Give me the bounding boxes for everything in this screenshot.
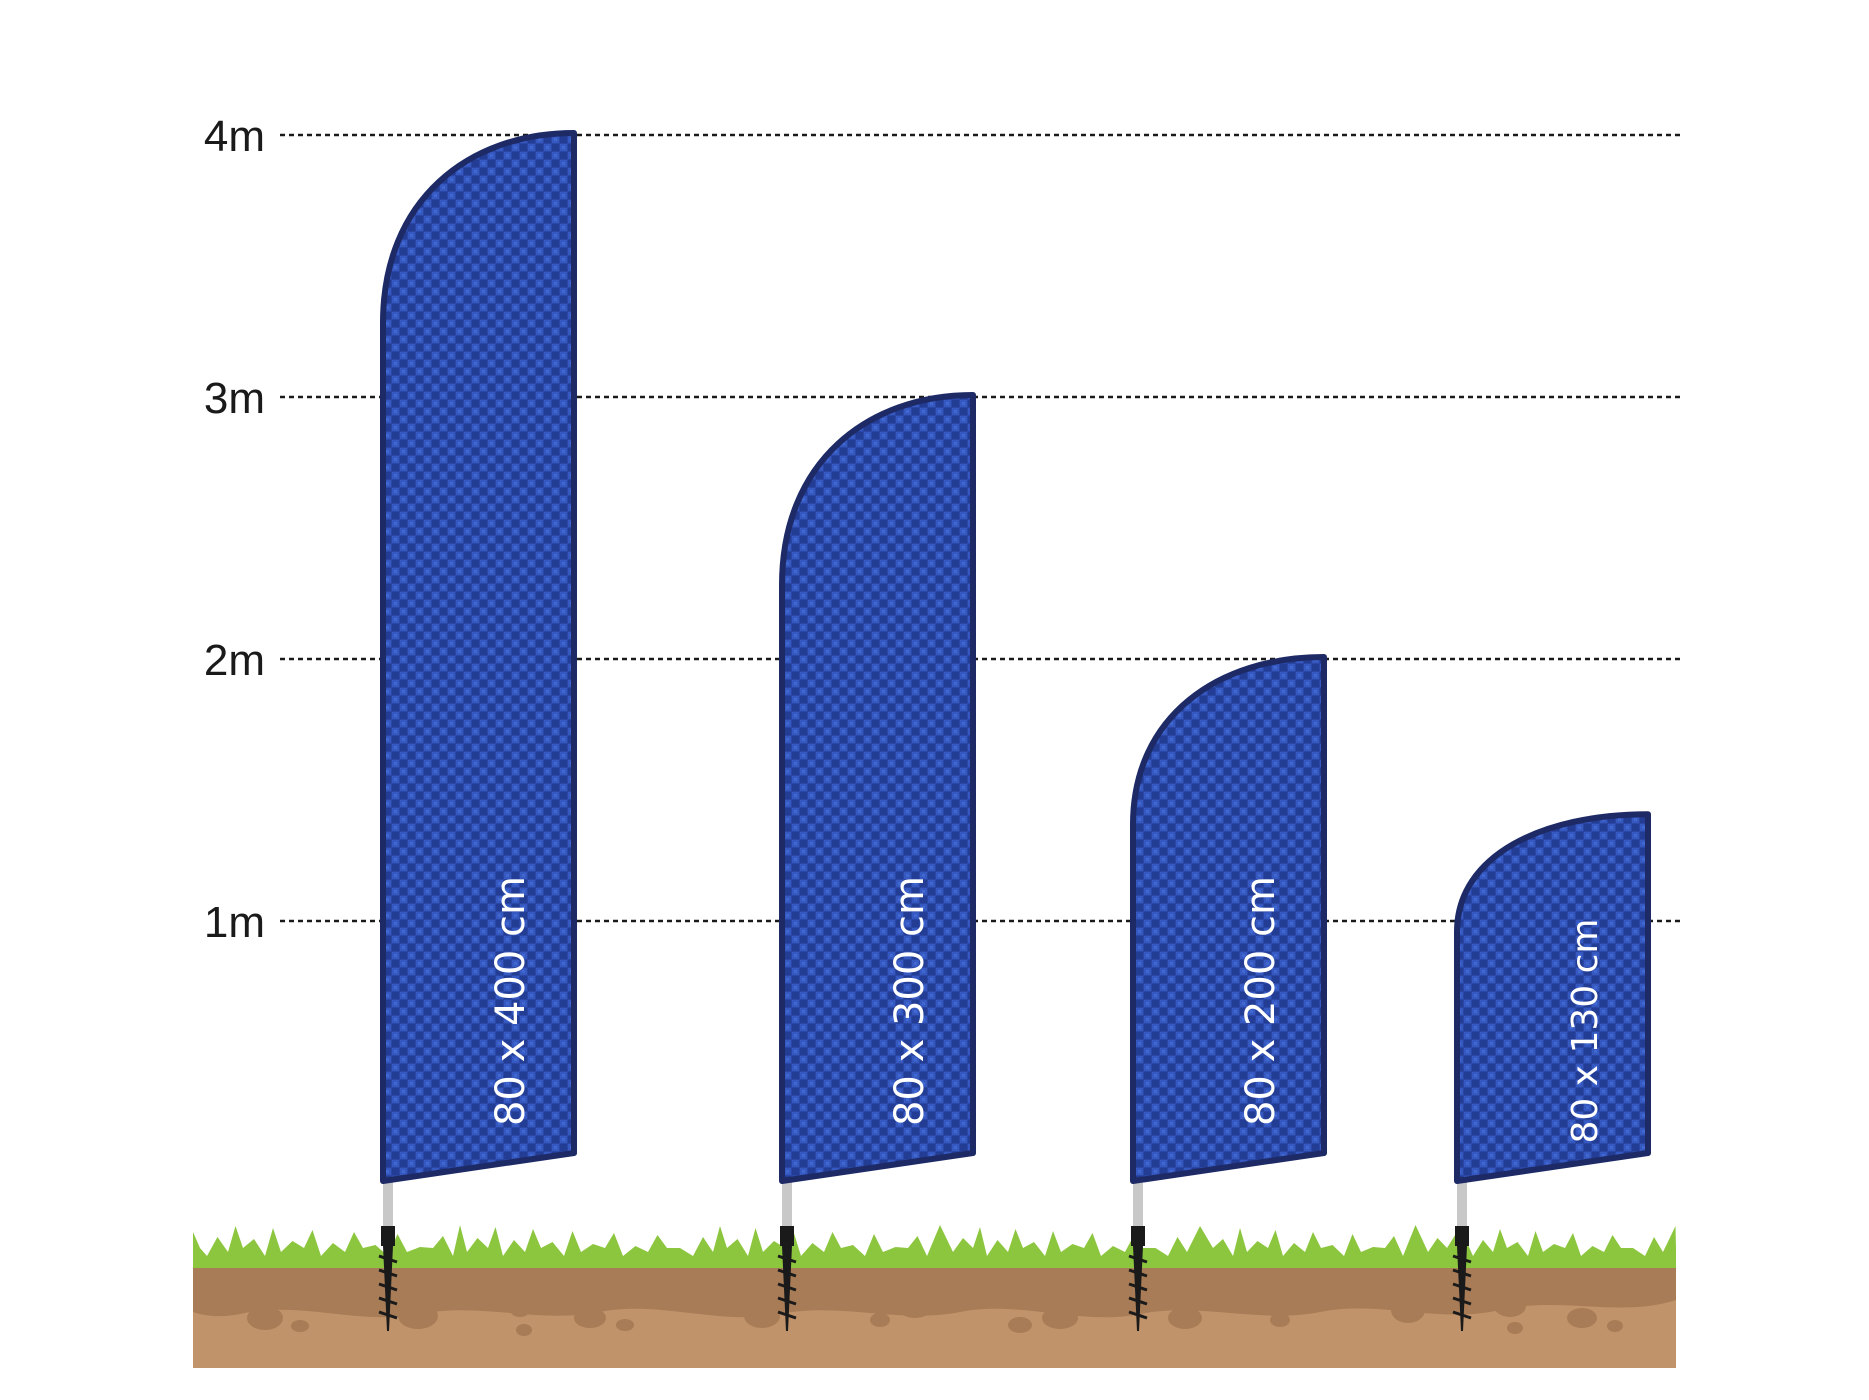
flag-pole — [782, 1181, 792, 1226]
flag-size-label: 80 x 130 cm — [1565, 918, 1606, 1143]
scale-label-1m: 1m — [204, 898, 265, 947]
flag-size-label: 80 x 200 cm — [1238, 876, 1284, 1126]
ground-spike — [1128, 1226, 1148, 1331]
ground-spike — [1452, 1226, 1472, 1331]
scale-label-2m: 2m — [204, 636, 265, 685]
flag-1: 80 x 400 cm — [378, 130, 577, 1331]
flag-banner — [380, 130, 577, 1184]
flag-3: 80 x 200 cm — [1128, 654, 1327, 1331]
ground-spike — [777, 1226, 797, 1331]
flag-2: 80 x 300 cm — [777, 392, 976, 1331]
grass — [193, 1225, 1676, 1268]
soil-top-band — [193, 1262, 1676, 1318]
flag-banner — [1454, 811, 1651, 1184]
scale-label-4m: 4m — [204, 112, 265, 161]
flag-pole — [1133, 1181, 1143, 1226]
ground-spike — [378, 1226, 398, 1331]
ground — [193, 1225, 1676, 1368]
flags: 80 x 400 cm 80 x 300 cm 80 x 200 cm 80 x 13… — [378, 130, 1651, 1331]
flag-size-label: 80 x 300 cm — [887, 876, 933, 1126]
flag-pole — [1457, 1181, 1467, 1226]
flag-pole — [383, 1181, 393, 1226]
flag-4: 80 x 130 cm — [1452, 811, 1651, 1331]
scale-label-3m: 3m — [204, 374, 265, 423]
flag-banner — [1130, 654, 1327, 1184]
height-scale: 1m 2m 3m 4m — [204, 112, 1680, 947]
soil-pebbles — [247, 1294, 1623, 1336]
flag-size-label: 80 x 400 cm — [488, 876, 534, 1126]
flag-banner — [779, 392, 976, 1184]
